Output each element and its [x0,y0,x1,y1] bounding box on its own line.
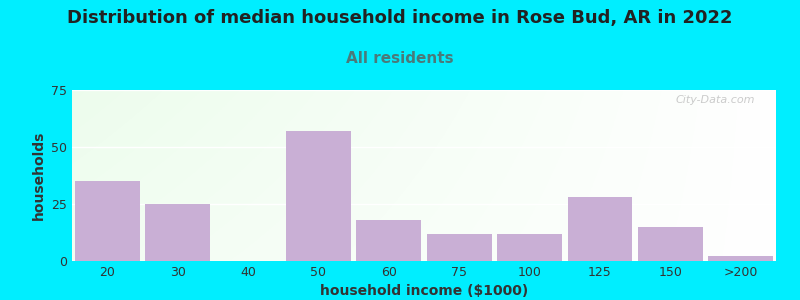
Bar [568,197,632,261]
X-axis label: household income ($1000): household income ($1000) [320,284,528,298]
Bar [286,131,350,261]
Bar [427,234,491,261]
Bar [357,220,421,261]
Bar [638,227,702,261]
Y-axis label: households: households [31,131,46,220]
Text: All residents: All residents [346,51,454,66]
Bar [75,181,139,261]
Text: City-Data.com: City-Data.com [675,95,755,105]
Bar [709,256,773,261]
Bar [498,234,562,261]
Bar [146,204,210,261]
Text: Distribution of median household income in Rose Bud, AR in 2022: Distribution of median household income … [67,9,733,27]
